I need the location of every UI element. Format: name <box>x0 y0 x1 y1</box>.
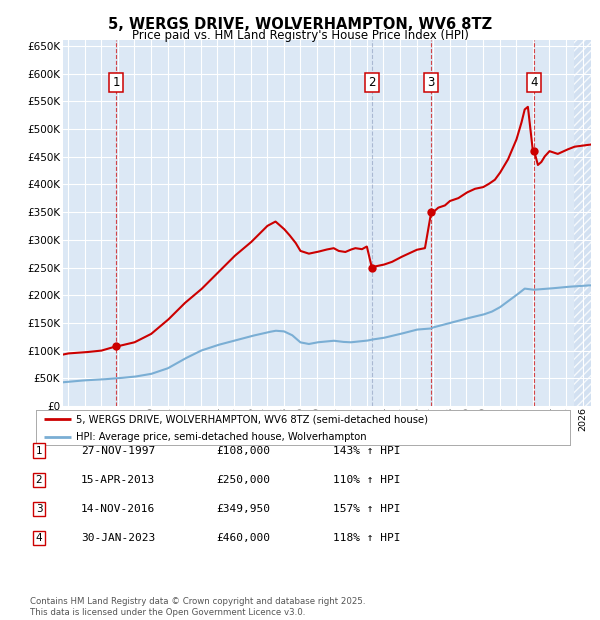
Text: 3: 3 <box>35 504 43 514</box>
Text: 15-APR-2013: 15-APR-2013 <box>81 475 155 485</box>
Text: 118% ↑ HPI: 118% ↑ HPI <box>333 533 401 543</box>
Text: 2: 2 <box>35 475 43 485</box>
Text: Contains HM Land Registry data © Crown copyright and database right 2025.
This d: Contains HM Land Registry data © Crown c… <box>30 598 365 617</box>
Text: 3: 3 <box>427 76 435 89</box>
Text: HPI: Average price, semi-detached house, Wolverhampton: HPI: Average price, semi-detached house,… <box>76 432 367 443</box>
Text: 5, WERGS DRIVE, WOLVERHAMPTON, WV6 8TZ (semi-detached house): 5, WERGS DRIVE, WOLVERHAMPTON, WV6 8TZ (… <box>76 414 428 424</box>
Text: 143% ↑ HPI: 143% ↑ HPI <box>333 446 401 456</box>
Text: 4: 4 <box>530 76 538 89</box>
Text: £349,950: £349,950 <box>216 504 270 514</box>
Text: 2: 2 <box>368 76 376 89</box>
Text: 27-NOV-1997: 27-NOV-1997 <box>81 446 155 456</box>
Bar <box>574 40 591 406</box>
Text: £250,000: £250,000 <box>216 475 270 485</box>
Text: 1: 1 <box>112 76 120 89</box>
Text: 30-JAN-2023: 30-JAN-2023 <box>81 533 155 543</box>
Text: 5, WERGS DRIVE, WOLVERHAMPTON, WV6 8TZ: 5, WERGS DRIVE, WOLVERHAMPTON, WV6 8TZ <box>108 17 492 32</box>
Text: 4: 4 <box>35 533 43 543</box>
Text: Price paid vs. HM Land Registry's House Price Index (HPI): Price paid vs. HM Land Registry's House … <box>131 29 469 42</box>
Text: 14-NOV-2016: 14-NOV-2016 <box>81 504 155 514</box>
Text: 110% ↑ HPI: 110% ↑ HPI <box>333 475 401 485</box>
Text: 157% ↑ HPI: 157% ↑ HPI <box>333 504 401 514</box>
Text: £460,000: £460,000 <box>216 533 270 543</box>
Text: £108,000: £108,000 <box>216 446 270 456</box>
Text: 1: 1 <box>35 446 43 456</box>
